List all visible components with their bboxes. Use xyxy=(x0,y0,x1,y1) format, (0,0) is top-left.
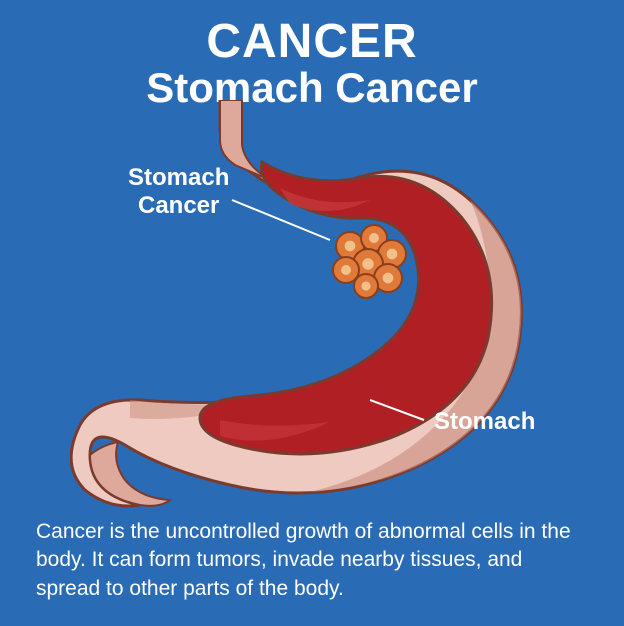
stomach-svg xyxy=(70,100,560,510)
infographic-canvas: CANCER Stomach Cancer Stomach Cancer Sto… xyxy=(0,0,624,626)
description-text: Cancer is the uncontrolled growth of abn… xyxy=(36,518,592,603)
title-line1: CANCER xyxy=(0,14,624,69)
cancer-label: Stomach Cancer xyxy=(128,164,229,220)
stomach-diagram xyxy=(70,100,560,510)
stomach-label: Stomach xyxy=(434,408,535,436)
